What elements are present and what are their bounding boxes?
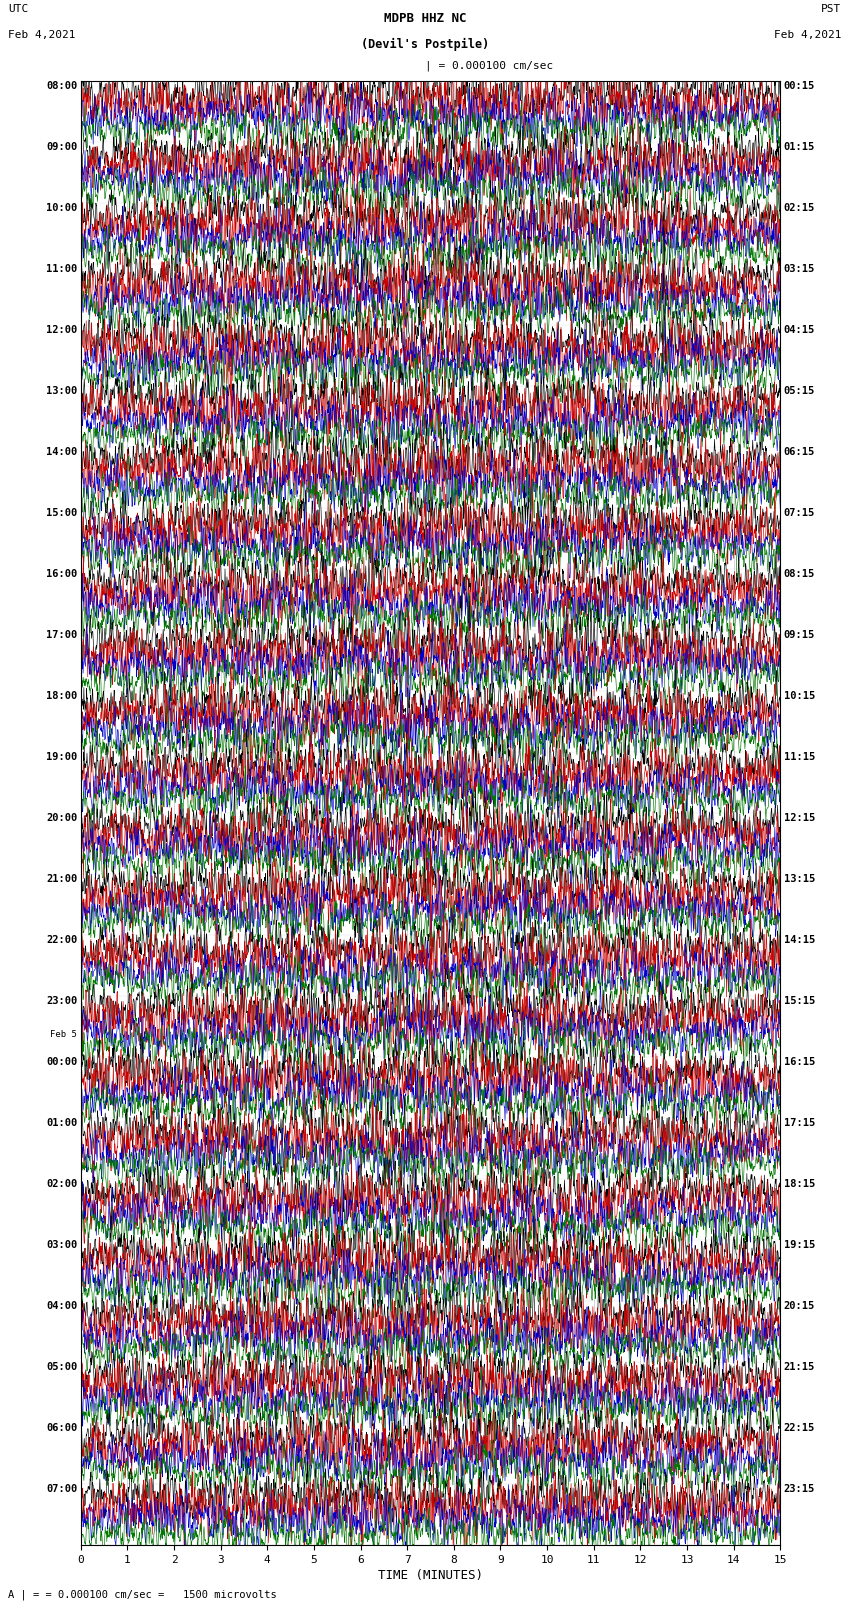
Text: 15:00: 15:00 [46, 508, 77, 518]
Text: 19:15: 19:15 [784, 1240, 815, 1250]
Text: A | = = 0.000100 cm/sec =   1500 microvolts: A | = = 0.000100 cm/sec = 1500 microvolt… [8, 1589, 277, 1600]
Text: 00:15: 00:15 [784, 81, 815, 90]
Text: 23:15: 23:15 [784, 1484, 815, 1494]
Text: 02:00: 02:00 [46, 1179, 77, 1189]
Text: 06:00: 06:00 [46, 1423, 77, 1434]
Text: 04:00: 04:00 [46, 1302, 77, 1311]
Text: (Devil's Postpile): (Devil's Postpile) [361, 37, 489, 52]
Text: 12:00: 12:00 [46, 324, 77, 336]
Text: 19:00: 19:00 [46, 752, 77, 761]
Text: 17:00: 17:00 [46, 631, 77, 640]
Text: 18:00: 18:00 [46, 690, 77, 702]
Text: 11:15: 11:15 [784, 752, 815, 761]
Text: 21:15: 21:15 [784, 1361, 815, 1373]
Text: 01:15: 01:15 [784, 142, 815, 152]
Text: 03:15: 03:15 [784, 265, 815, 274]
Text: Feb 4,2021: Feb 4,2021 [774, 31, 842, 40]
Text: 06:15: 06:15 [784, 447, 815, 456]
Text: 08:15: 08:15 [784, 569, 815, 579]
Text: 09:00: 09:00 [46, 142, 77, 152]
X-axis label: TIME (MINUTES): TIME (MINUTES) [378, 1569, 483, 1582]
Text: 10:00: 10:00 [46, 203, 77, 213]
Text: 14:15: 14:15 [784, 936, 815, 945]
Text: PST: PST [821, 5, 842, 15]
Text: 16:00: 16:00 [46, 569, 77, 579]
Text: 04:15: 04:15 [784, 324, 815, 336]
Text: 07:15: 07:15 [784, 508, 815, 518]
Text: 16:15: 16:15 [784, 1057, 815, 1068]
Text: 20:15: 20:15 [784, 1302, 815, 1311]
Text: 21:00: 21:00 [46, 874, 77, 884]
Text: 10:15: 10:15 [784, 690, 815, 702]
Text: 18:15: 18:15 [784, 1179, 815, 1189]
Text: 23:00: 23:00 [46, 997, 77, 1007]
Text: 09:15: 09:15 [784, 631, 815, 640]
Text: MDPB HHZ NC: MDPB HHZ NC [383, 11, 467, 26]
Text: 01:00: 01:00 [46, 1118, 77, 1127]
Text: 13:00: 13:00 [46, 386, 77, 395]
Text: 08:00: 08:00 [46, 81, 77, 90]
Text: 12:15: 12:15 [784, 813, 815, 823]
Text: 05:15: 05:15 [784, 386, 815, 395]
Text: 15:15: 15:15 [784, 997, 815, 1007]
Text: UTC: UTC [8, 5, 29, 15]
Text: 14:00: 14:00 [46, 447, 77, 456]
Text: 17:15: 17:15 [784, 1118, 815, 1127]
Text: 07:00: 07:00 [46, 1484, 77, 1494]
Text: Feb 4,2021: Feb 4,2021 [8, 31, 76, 40]
Text: Feb 5: Feb 5 [50, 1031, 77, 1039]
Text: 22:00: 22:00 [46, 936, 77, 945]
Text: 05:00: 05:00 [46, 1361, 77, 1373]
Text: 13:15: 13:15 [784, 874, 815, 884]
Text: 02:15: 02:15 [784, 203, 815, 213]
Text: 20:00: 20:00 [46, 813, 77, 823]
Text: 22:15: 22:15 [784, 1423, 815, 1434]
Text: 11:00: 11:00 [46, 265, 77, 274]
Text: | = 0.000100 cm/sec: | = 0.000100 cm/sec [425, 60, 553, 71]
Text: 03:00: 03:00 [46, 1240, 77, 1250]
Text: 00:00: 00:00 [46, 1057, 77, 1068]
